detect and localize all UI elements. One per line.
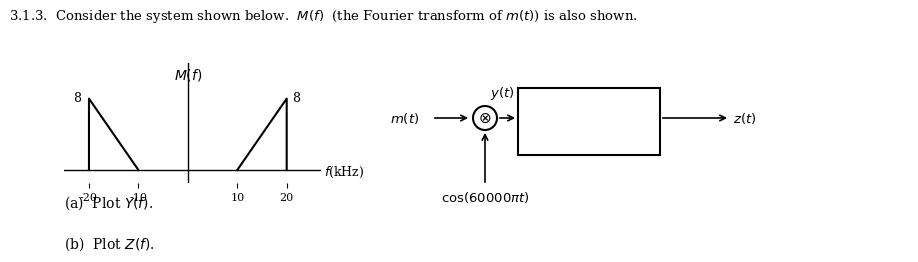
Text: $z(t)$: $z(t)$ — [733, 111, 756, 125]
Text: $m(t)$: $m(t)$ — [390, 111, 420, 125]
Text: $\otimes$: $\otimes$ — [478, 111, 492, 125]
Text: Cutoff 25 kHz: Cutoff 25 kHz — [543, 134, 636, 147]
Text: $\cos(60000\pi t)$: $\cos(60000\pi t)$ — [441, 190, 530, 205]
Text: $M(f)$: $M(f)$ — [174, 67, 202, 83]
Text: 8: 8 — [73, 92, 82, 105]
Text: $f$(kHz): $f$(kHz) — [324, 165, 364, 180]
Text: (a)  Plot $Y(f)$.: (a) Plot $Y(f)$. — [64, 194, 153, 211]
Text: LPF: LPF — [576, 96, 602, 109]
Text: 8: 8 — [292, 92, 299, 105]
Text: (b)  Plot $Z(f)$.: (b) Plot $Z(f)$. — [64, 236, 155, 253]
Bar — [518, 88, 660, 155]
Text: 3.1.3.  Consider the system shown below.  $M(f)$  (the Fourier transform of $m(t: 3.1.3. Consider the system shown below. … — [9, 8, 638, 25]
Text: $y(t)$: $y(t)$ — [490, 85, 514, 102]
Text: Gain 1: Gain 1 — [567, 115, 611, 128]
